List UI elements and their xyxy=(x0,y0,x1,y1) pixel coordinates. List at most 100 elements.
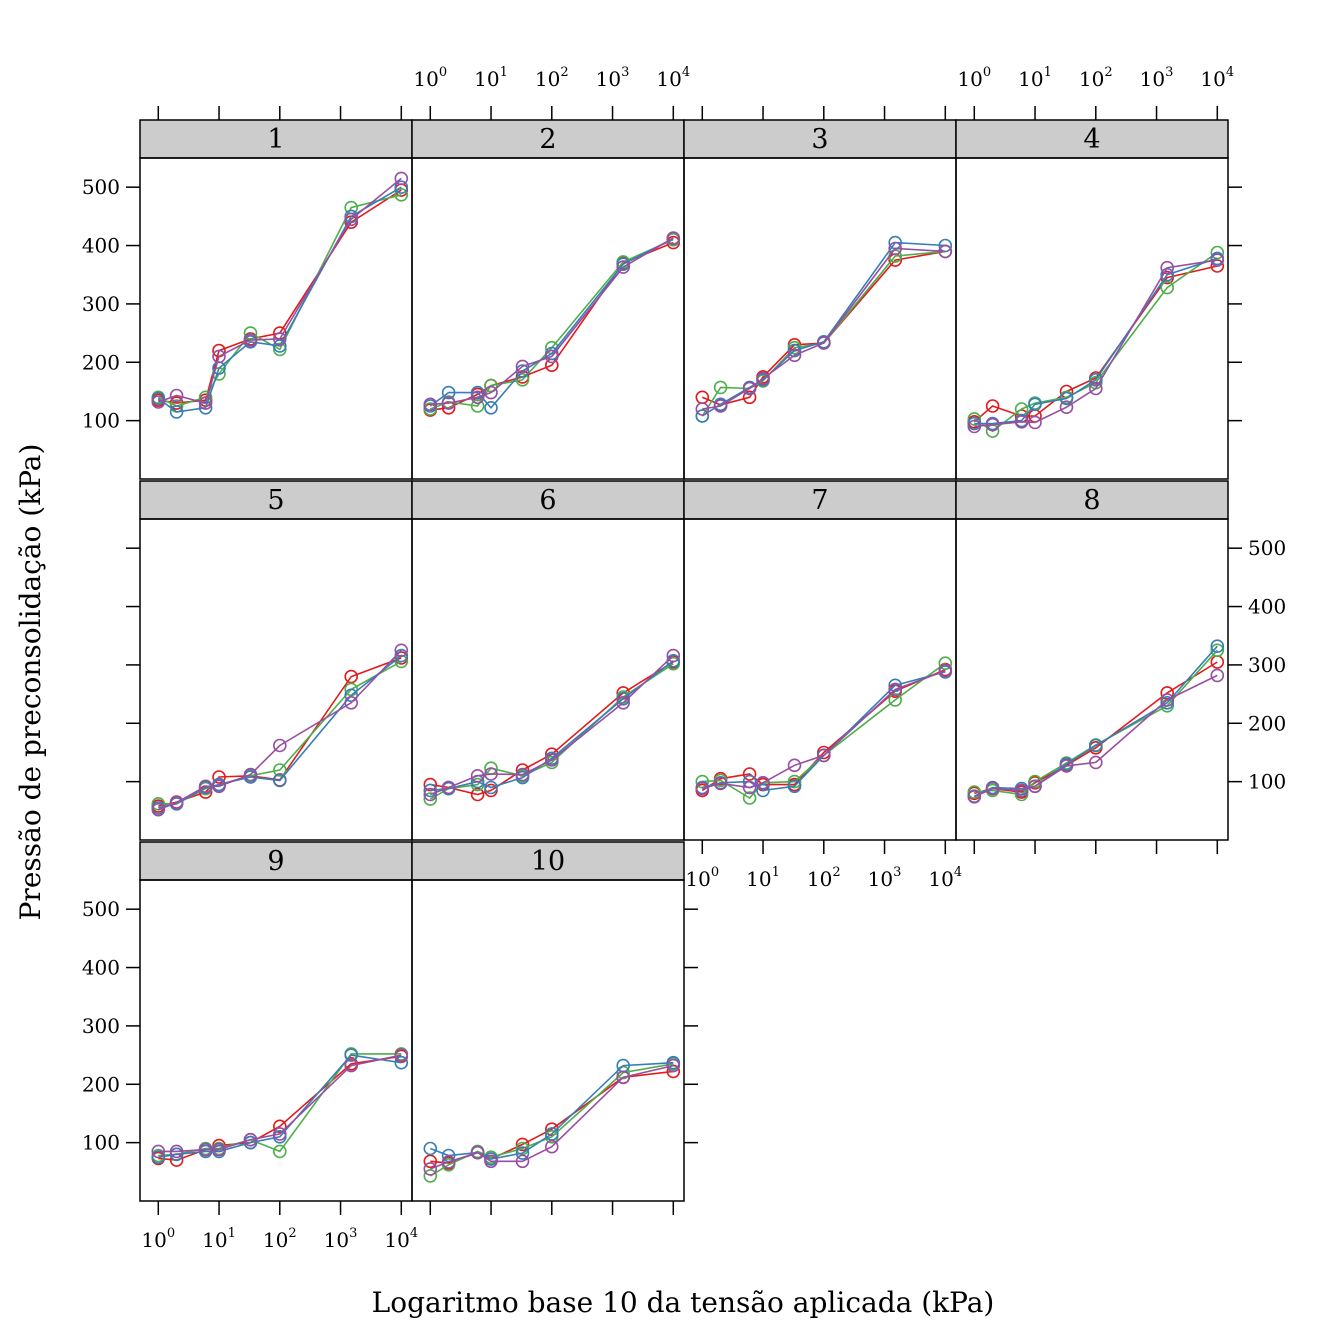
panel-box xyxy=(955,518,1229,841)
data-point xyxy=(1089,738,1103,753)
strip xyxy=(683,119,957,159)
y-axis-title: Pressão de preconsolidação (kPa) xyxy=(14,444,47,921)
series xyxy=(151,188,409,413)
data-point xyxy=(151,796,166,811)
series xyxy=(695,244,953,412)
x-axis-title: Logaritmo base 10 da tensão aplicada (kP… xyxy=(372,1286,995,1319)
data-point xyxy=(394,643,409,658)
data-point xyxy=(616,691,631,706)
series xyxy=(967,259,1225,429)
x-tick-label: 101 xyxy=(202,1226,236,1252)
data-point xyxy=(1210,639,1225,654)
data-point xyxy=(816,748,831,763)
strip xyxy=(955,480,1229,520)
x-tick-label: 102 xyxy=(1079,65,1113,91)
data-point xyxy=(272,332,287,346)
x-tick-label: 101 xyxy=(746,865,780,891)
panel-box xyxy=(955,157,1229,480)
x-tick-label: 100 xyxy=(957,65,991,91)
series xyxy=(967,253,1225,434)
series-line xyxy=(973,265,1218,423)
data-point xyxy=(1028,415,1042,430)
x-tick-label: 103 xyxy=(868,865,902,891)
panel-box xyxy=(139,157,413,480)
data-point xyxy=(985,399,1000,413)
data-point xyxy=(344,1048,359,1062)
series-line xyxy=(701,250,946,417)
strip-label: 9 xyxy=(267,846,284,877)
strip-label: 1 xyxy=(267,124,284,155)
strip xyxy=(139,119,413,159)
data-point xyxy=(423,787,438,802)
data-point xyxy=(985,417,1000,432)
strip-label: 2 xyxy=(539,124,556,155)
series xyxy=(423,231,681,415)
series-line xyxy=(973,645,1218,797)
data-point xyxy=(272,339,287,353)
data-point xyxy=(470,399,485,413)
data-point xyxy=(1160,280,1174,295)
data-point xyxy=(151,395,166,409)
data-point xyxy=(787,348,802,363)
data-point xyxy=(967,412,982,426)
strip xyxy=(139,480,413,520)
series xyxy=(151,1049,409,1167)
y-tick-label: 300 xyxy=(82,292,120,316)
data-point xyxy=(344,212,359,227)
strip xyxy=(411,480,685,520)
data-point xyxy=(1160,686,1174,700)
strip-label: 4 xyxy=(1083,124,1100,155)
series-line xyxy=(701,668,946,792)
data-point xyxy=(756,775,770,790)
data-point xyxy=(198,1142,213,1157)
data-point xyxy=(713,776,728,791)
x-tick-label: 102 xyxy=(535,65,569,91)
y-tick-label: 200 xyxy=(82,1072,120,1096)
data-point xyxy=(243,767,258,782)
series-line xyxy=(430,661,674,796)
series xyxy=(695,241,953,416)
data-point xyxy=(544,753,559,767)
data-point xyxy=(713,380,728,395)
panel: 5 xyxy=(139,480,413,841)
series-line xyxy=(158,189,402,404)
series-line xyxy=(430,1064,674,1170)
series-line xyxy=(158,1055,402,1161)
data-point xyxy=(742,381,757,396)
series-line xyxy=(430,1070,674,1164)
data-point xyxy=(695,774,710,789)
data-point xyxy=(816,336,831,350)
y-tick-label: 200 xyxy=(82,350,120,374)
series xyxy=(423,656,681,806)
data-point xyxy=(243,1132,258,1147)
data-point xyxy=(272,1127,287,1141)
data-point xyxy=(169,1144,184,1159)
data-point xyxy=(515,1146,530,1160)
series-line xyxy=(158,1054,402,1158)
y-tick-label: 300 xyxy=(1248,653,1286,677)
data-point xyxy=(484,767,498,781)
data-point xyxy=(212,1142,226,1157)
data-point xyxy=(470,787,485,802)
series-line xyxy=(157,194,402,407)
data-point xyxy=(666,231,681,245)
data-point xyxy=(1210,668,1225,683)
data-point xyxy=(423,1154,438,1169)
data-point xyxy=(423,1169,438,1183)
series-line xyxy=(974,661,1218,795)
data-point xyxy=(272,1119,287,1134)
y-tick-label: 400 xyxy=(82,234,120,258)
series-line xyxy=(701,241,946,417)
series-line xyxy=(974,259,1218,428)
series-line xyxy=(430,238,674,410)
data-point xyxy=(787,779,802,794)
data-point xyxy=(1028,397,1042,412)
data-point xyxy=(169,795,184,810)
data-point xyxy=(441,396,456,410)
x-tick-label: 103 xyxy=(596,65,630,91)
x-tick-label: 101 xyxy=(474,65,508,91)
data-point xyxy=(713,399,728,413)
x-tick-label: 104 xyxy=(384,1226,418,1252)
series-line xyxy=(158,654,402,809)
